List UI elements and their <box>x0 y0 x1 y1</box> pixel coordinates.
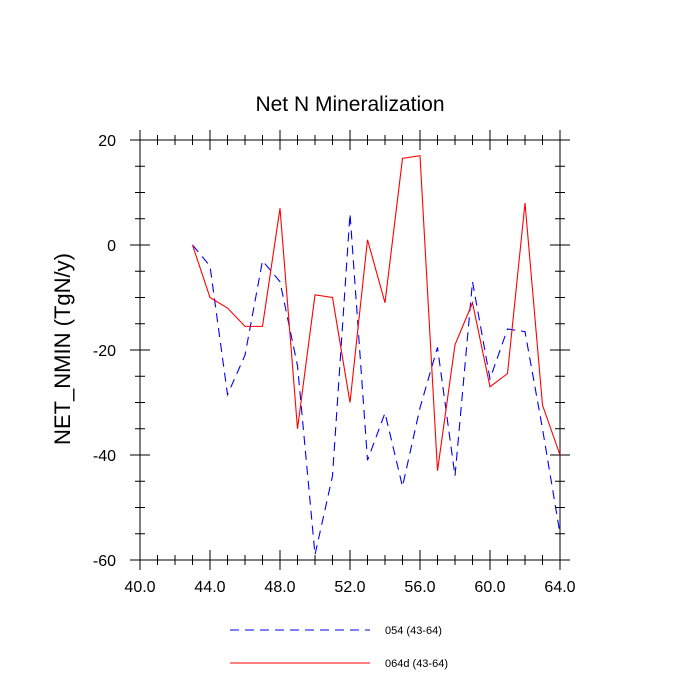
series-line-1 <box>192 213 561 555</box>
y-tick-label: -60 <box>93 553 116 570</box>
y-tick-label: -20 <box>93 343 116 360</box>
legend: 054 (43-64) 064d (43-64) <box>230 625 448 670</box>
x-tick-label: 64.0 <box>544 579 575 596</box>
series-line-2 <box>191 155 561 471</box>
x-tick-label: 44.0 <box>194 579 225 596</box>
y-tick-label: 20 <box>98 133 116 150</box>
chart-title: Net N Mineralization <box>255 93 444 116</box>
y-axis-label: NET_NMIN (TgN/y) <box>50 253 75 445</box>
legend-label-2: 064d (43-64) <box>385 658 448 670</box>
axis-ticks <box>130 130 570 570</box>
x-tick-label: 60.0 <box>474 579 505 596</box>
y-tick-label: 0 <box>107 238 116 255</box>
y-tick-label: -40 <box>93 448 116 465</box>
series-layer <box>191 155 561 555</box>
plot-frame <box>139 139 561 561</box>
x-tick-label: 48.0 <box>264 579 295 596</box>
x-tick-label: 56.0 <box>404 579 435 596</box>
x-tick-label: 40.0 <box>124 579 155 596</box>
x-tick-label: 52.0 <box>334 579 365 596</box>
tick-labels: 40.0 44.0 48.0 52.0 56.0 60.0 64.0 -60 -40 -20 0 20 <box>93 133 576 596</box>
legend-label-1: 054 (43-64) <box>385 625 442 637</box>
